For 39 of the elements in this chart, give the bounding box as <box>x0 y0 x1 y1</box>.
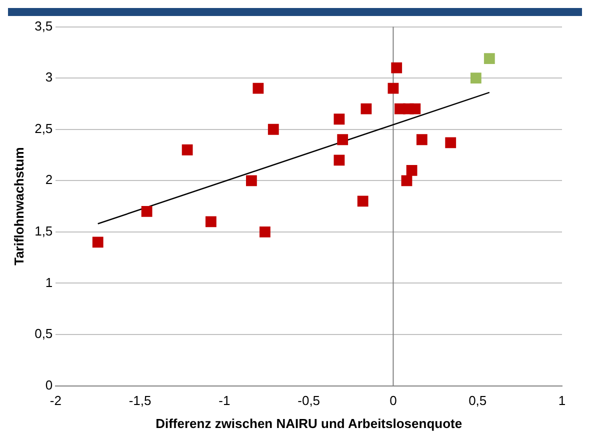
point <box>416 134 428 146</box>
x-tick-label: 1 <box>558 393 566 408</box>
point <box>401 175 412 186</box>
point <box>484 53 495 64</box>
point <box>334 154 345 166</box>
y-tick-label: 2,5 <box>34 120 53 136</box>
point <box>391 62 402 74</box>
x-tick-label: 0 <box>390 393 397 408</box>
point <box>360 103 372 114</box>
point <box>92 236 104 248</box>
y-axis-title: Tariflohnwachstum <box>11 147 26 266</box>
point <box>268 124 279 135</box>
y-tick-label: 1,5 <box>34 224 53 239</box>
point <box>205 216 216 228</box>
point <box>337 134 348 146</box>
x-tick-label: 0,5 <box>468 393 487 408</box>
x-tick-label: -2 <box>50 393 62 408</box>
point <box>410 103 421 114</box>
point <box>357 196 368 207</box>
x-axis-title: Differenz zwischen NAIRU und Arbeitslosenquote <box>156 416 462 431</box>
point <box>406 164 418 176</box>
y-tick-label: 1 <box>45 274 53 290</box>
y-tick-label: 3,5 <box>34 18 53 34</box>
point <box>388 82 399 94</box>
x-tick-label: -1,5 <box>128 393 152 408</box>
point <box>182 144 193 156</box>
y-tick-label: 0,5 <box>34 326 53 342</box>
y-tick-label: 3 <box>45 70 53 85</box>
x-tick-label: -1 <box>218 393 230 408</box>
x-tick-label: -0,5 <box>298 393 320 408</box>
point <box>445 137 456 148</box>
y-tick-label: 0 <box>45 377 53 392</box>
point <box>260 226 270 238</box>
point <box>246 175 257 186</box>
point <box>141 206 152 217</box>
point <box>334 114 345 125</box>
point <box>252 82 264 94</box>
point <box>470 72 482 84</box>
y-tick-label: 2 <box>45 172 53 188</box>
